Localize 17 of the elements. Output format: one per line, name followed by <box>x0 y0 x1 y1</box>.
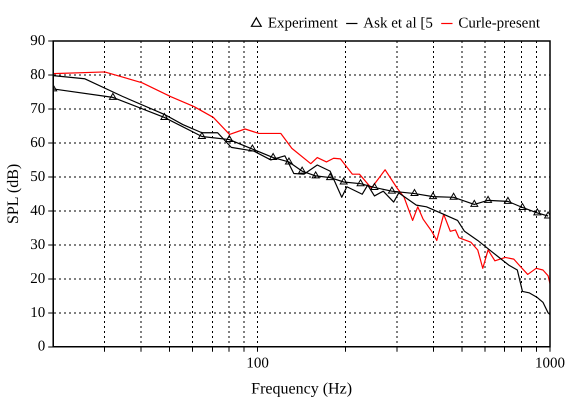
y-axis-title: SPL (dB) <box>4 164 22 224</box>
x-tick-label: 1000 <box>535 356 565 372</box>
y-tick-label: 90 <box>30 32 46 49</box>
legend-label: Curle-present <box>458 15 541 32</box>
y-tick-label: 20 <box>30 270 46 287</box>
y-tick-label: 30 <box>30 236 46 253</box>
y-tick-label: 70 <box>30 100 46 117</box>
y-tick-label: 0 <box>38 338 46 355</box>
y-tick-label: 50 <box>30 168 46 185</box>
y-tick-label: 80 <box>30 66 46 83</box>
y-tick-label: 60 <box>30 134 46 151</box>
legend-label: Ask et al [5 <box>363 15 433 32</box>
x-tick-label: 100 <box>246 356 269 372</box>
x-axis-title: Frequency (Hz) <box>251 380 352 398</box>
y-tick-label: 10 <box>30 304 46 321</box>
legend-label: Experiment <box>268 15 339 32</box>
y-tick-label: 40 <box>30 202 46 219</box>
